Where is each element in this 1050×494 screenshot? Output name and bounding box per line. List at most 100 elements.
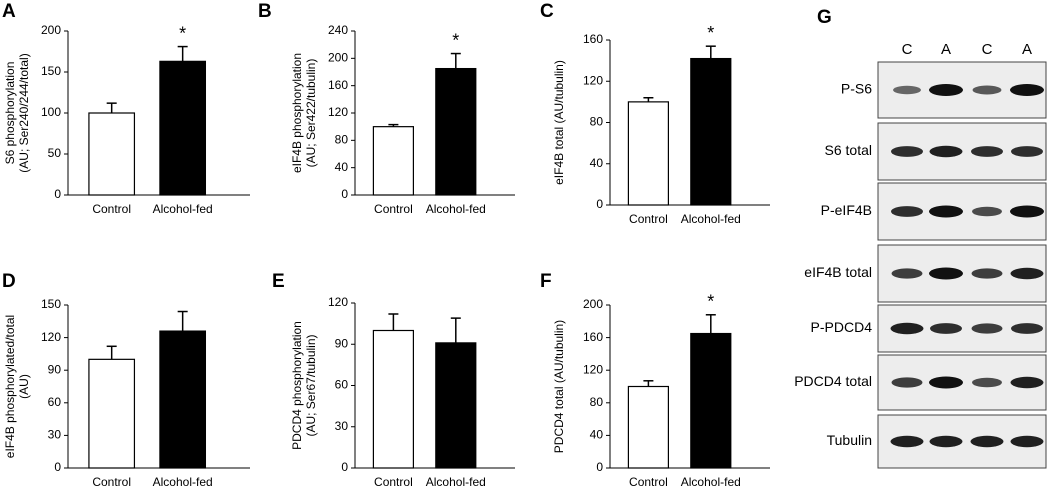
bar [159,330,207,469]
y-tick-label: 60 [48,395,62,409]
blot-band [929,376,963,389]
y-axis-label: PDCD4 total (AU/tubulin) [552,320,566,453]
bar [690,57,732,206]
x-tick-label: Alcohol-fed [681,212,741,226]
y-tick-label: 0 [54,460,61,474]
lane-label: A [941,41,951,58]
bar [435,67,477,196]
blot-band [1010,435,1044,448]
blot-band [929,267,963,280]
y-tick-label: 80 [335,133,349,147]
panel-letter: C [540,1,554,22]
bar [88,358,136,469]
blot-band [1010,267,1044,280]
y-tick-label: 80 [590,395,604,409]
y-tick-label: 200 [583,297,603,311]
blot-band [890,322,924,335]
x-tick-label: Alcohol-fed [681,475,741,489]
blot-band [1011,323,1043,334]
blot-row-label: P-PDCD4 [811,319,873,335]
lane-label: C [982,41,993,58]
y-tick-label: 60 [335,378,349,392]
blot-band [972,377,1002,388]
y-tick-label: 90 [48,362,62,376]
blot-row-label: P-eIF4B [821,202,872,218]
significance: * [179,23,186,43]
bar [372,329,414,469]
significance: * [452,30,459,50]
panel-letter: F [540,271,552,292]
y-tick-label: 120 [328,295,348,309]
x-tick-label: Control [92,475,131,489]
y-tick-label: 150 [41,64,61,78]
blot-row-label: S6 total [825,142,872,158]
y-tick-label: 200 [41,23,61,37]
y-tick-label: 0 [341,460,348,474]
bar [372,126,414,196]
blot-band [971,268,1003,279]
bar [435,342,477,469]
blot-band [929,205,963,218]
x-tick-label: Control [92,202,131,216]
blot-band [930,323,962,334]
y-tick-label: 0 [596,197,603,211]
blot-band [970,435,1004,448]
y-tick-label: 200 [328,51,348,65]
blot-band [891,268,923,279]
blot-band [972,206,1002,217]
x-tick-label: Alcohol-fed [153,202,213,216]
x-tick-label: Alcohol-fed [426,475,486,489]
panel-letter: A [2,1,16,22]
blot-band [929,145,963,158]
y-tick-label: 0 [341,187,348,201]
y-tick-label: 150 [41,297,61,311]
panel-letter: E [272,271,285,292]
blot-band [971,146,1003,157]
y-tick-label: 30 [48,428,62,442]
y-axis-label: (AU; Ser422/tubulin) [304,59,318,168]
y-tick-label: 120 [583,362,603,376]
y-axis-label: S6 phosphorylation [3,62,17,165]
panel-letter: G [817,7,832,28]
y-tick-label: 240 [328,23,348,37]
blot-row-label: Tubulin [827,432,872,448]
y-axis-label: (AU; Ser67/tubulin) [304,334,318,436]
y-tick-label: 160 [583,32,603,46]
x-tick-label: Control [374,202,413,216]
y-tick-label: 120 [328,105,348,119]
x-tick-label: Alcohol-fed [426,202,486,216]
x-tick-label: Control [629,212,668,226]
blot-band [890,435,924,448]
y-axis-label: eIF4B phosphorylation [290,53,304,173]
y-tick-label: 40 [335,160,349,174]
panel-letter: B [258,1,272,22]
blot-band [1011,146,1043,157]
y-axis-label: eIF4B total (AU/tubulin) [552,60,566,185]
y-tick-label: 160 [328,78,348,92]
y-tick-label: 160 [583,330,603,344]
panel-letter: D [2,271,16,292]
y-tick-label: 100 [41,105,61,119]
blot-band [893,85,921,95]
x-tick-label: Control [374,475,413,489]
blot-band [972,85,1002,95]
y-tick-label: 80 [590,115,604,129]
y-axis-label: (AU) [17,374,31,399]
bar [159,60,207,196]
bar [627,385,670,469]
y-tick-label: 30 [335,419,349,433]
y-tick-label: 50 [48,146,62,160]
y-axis-label: (AU; Ser240/244/total) [17,53,31,172]
y-tick-label: 0 [596,460,603,474]
blot-band [1010,376,1044,389]
lane-label: A [1022,41,1032,58]
y-tick-label: 120 [41,330,61,344]
blot-band [929,435,963,448]
y-tick-label: 120 [583,73,603,87]
blot-band [1010,84,1044,96]
blot-band [1010,205,1044,218]
significance: * [707,292,714,312]
blot-row-label: PDCD4 total [794,373,872,389]
blot-band [891,206,923,217]
